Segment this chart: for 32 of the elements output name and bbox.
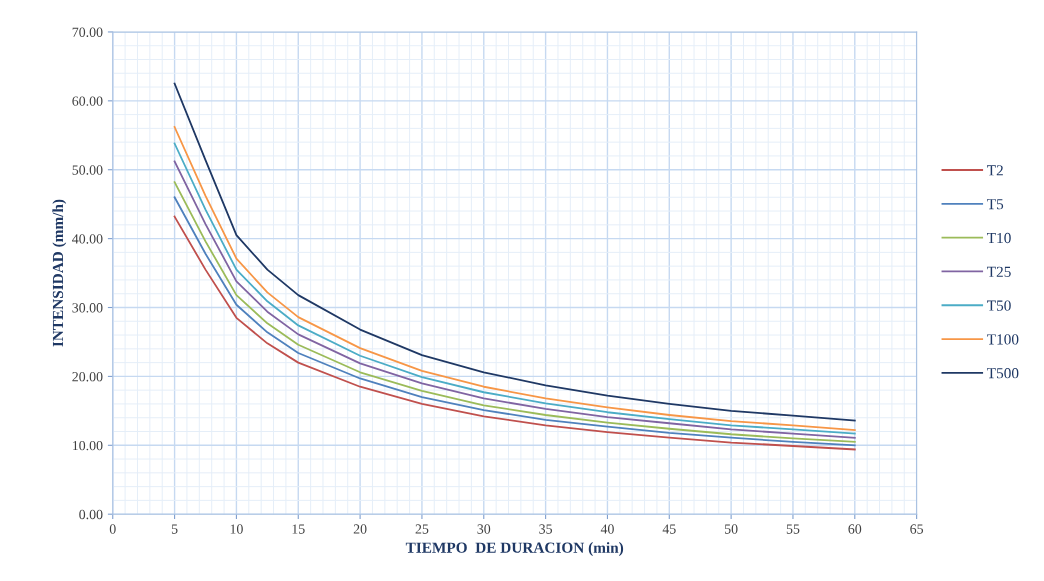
legend-label: T25 — [987, 266, 1011, 277]
legend-label: T10 — [987, 232, 1011, 244]
x-axis-title: TIEMPO DE DURACION (min) — [405, 542, 624, 556]
x-tick-label: 20 — [353, 524, 367, 534]
legend-label: T50 — [987, 300, 1011, 311]
y-tick-label: 30.00 — [72, 303, 103, 313]
y-tick-label: 10.00 — [73, 440, 103, 451]
x-tick-label: 65 — [910, 524, 924, 534]
x-tick-label: 25 — [415, 524, 429, 534]
y-tick-label: 0.00 — [79, 509, 103, 520]
legend-label: T100 — [987, 334, 1019, 345]
x-tick-label: 10 — [230, 524, 243, 534]
y-axis-title: INTENSIDAD (mm/h) — [52, 199, 67, 347]
y-tick-label: 40.00 — [72, 234, 103, 244]
legend-label: T2 — [987, 165, 1003, 176]
y-tick-label: 20.00 — [72, 371, 103, 382]
x-tick-label: 40 — [600, 524, 614, 534]
legend-label: T5 — [987, 199, 1004, 210]
y-tick-label: 50.00 — [72, 165, 103, 175]
line-series — [173, 82, 856, 422]
x-tick-label: 55 — [786, 524, 800, 534]
y-tick-label: 70.00 — [72, 27, 103, 37]
x-tick-label: 30 — [477, 524, 491, 534]
x-tick-label: 35 — [539, 524, 553, 534]
x-tick-label: 60 — [848, 524, 862, 534]
x-tick-label: 15 — [292, 524, 305, 534]
y-tick-label: 60.00 — [72, 96, 103, 106]
x-tick-label: 45 — [662, 524, 676, 534]
legend-label: T500 — [987, 368, 1019, 379]
x-tick-label: 5 — [171, 524, 178, 534]
x-tick-label: 50 — [724, 524, 738, 534]
x-tick-label: 0 — [109, 524, 116, 534]
